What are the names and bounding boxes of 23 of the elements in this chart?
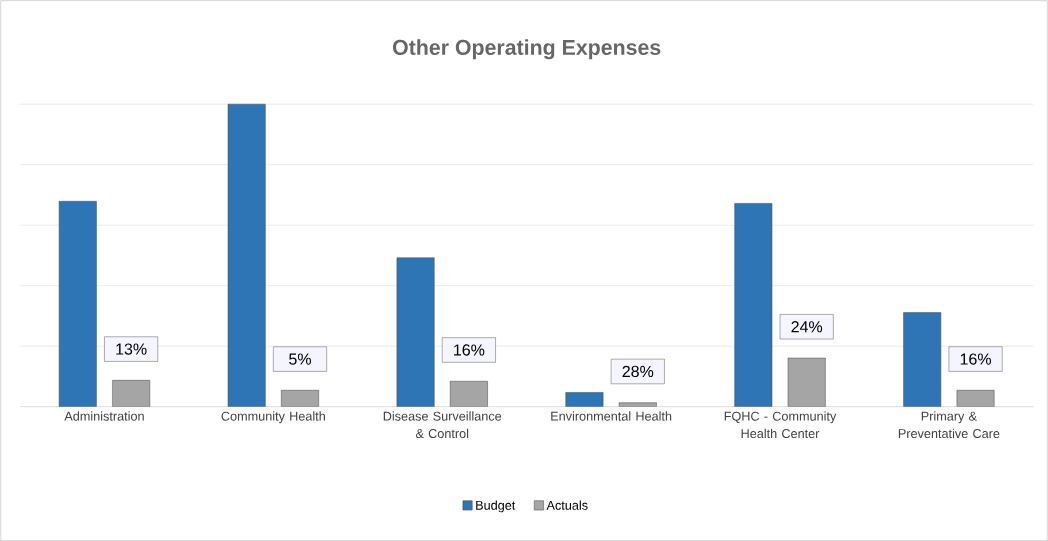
annotation: 16% (960, 353, 991, 365)
bar (787, 357, 826, 407)
bar (227, 103, 266, 407)
bar (903, 312, 942, 407)
x-tick-label: Community Health (221, 411, 325, 424)
bar (396, 257, 435, 407)
chart-title: Other Operating Expenses (392, 39, 661, 60)
annotation: 13% (116, 343, 147, 355)
x-tick-label: Disease Surveillance & Control (383, 411, 502, 438)
annotation: 24% (791, 320, 823, 333)
bar (58, 200, 97, 407)
annotation: 16% (454, 344, 485, 356)
legend-label: Actuals (546, 500, 588, 510)
legend-label: Budget (476, 500, 516, 513)
x-tick-label: FQHC - Community Health Center (724, 411, 837, 438)
x-tick-label: Primary & Preventative Care (898, 411, 1000, 438)
bar (449, 380, 488, 407)
annotation: 5% (289, 353, 311, 365)
annotation: 28% (622, 365, 654, 377)
bar (734, 202, 773, 407)
x-tick-label: Administration (64, 411, 144, 421)
x-tick-label: Environmental Health (551, 411, 672, 421)
bar (112, 379, 151, 407)
